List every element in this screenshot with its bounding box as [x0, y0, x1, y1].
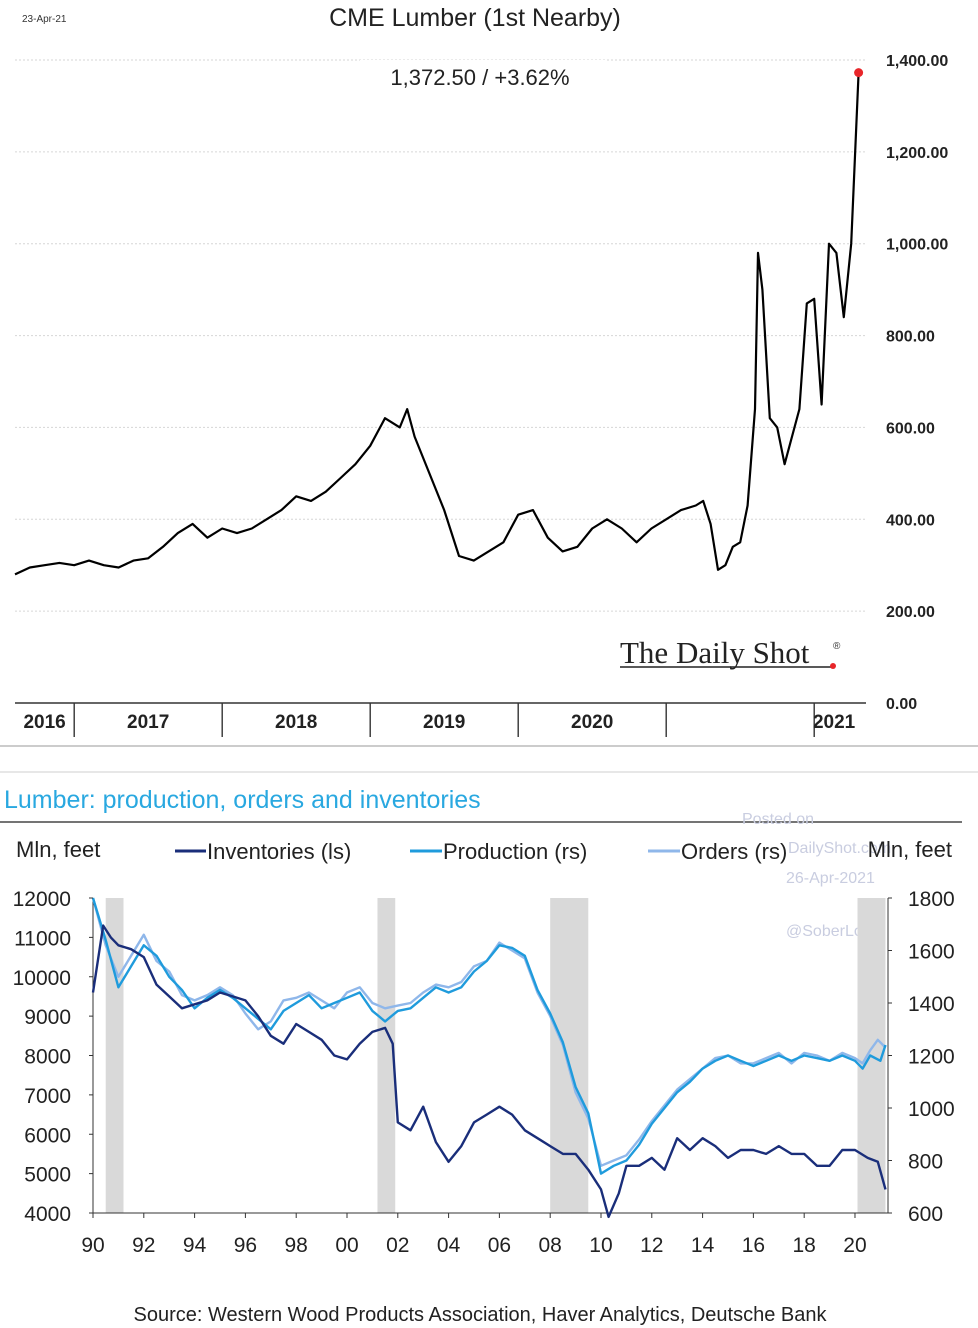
- y-tick-label: 600.00: [886, 420, 935, 437]
- watermark-line-2: DailyShot.com: [788, 840, 891, 857]
- x-tick-label: 90: [81, 1234, 104, 1257]
- legend-label-inventories: Inventories (ls): [207, 839, 351, 864]
- right-unit-label: Mln, feet: [868, 837, 952, 862]
- legend-item-production: Production (rs): [410, 839, 587, 864]
- left-tick-label: 8000: [24, 1046, 71, 1069]
- registered-mark: ®: [833, 641, 841, 652]
- x-tick-label: 08: [539, 1234, 562, 1257]
- x-tick-label: 02: [386, 1234, 409, 1257]
- top-chart: 23-Apr-21 CME Lumber (1st Nearby) 0.00 20…: [14, 4, 948, 737]
- legend-item-orders: Orders (rs): [648, 839, 787, 864]
- legend-label-orders: Orders (rs): [681, 839, 787, 864]
- bottom-x-axis: 90 92 94 96 98 00 02 04 06 08 10 12 14 16 18 20: [81, 1213, 867, 1257]
- watermark-line-3: 26-Apr-2021: [786, 870, 875, 887]
- x-tick-label: 06: [488, 1234, 511, 1257]
- y-tick-label: 800.00: [886, 329, 935, 346]
- top-x-axis: 2016 2017 2018 2019 2020 2021: [15, 702, 866, 737]
- right-tick-label: 1200: [908, 1046, 955, 1069]
- x-tick-label: 18: [793, 1234, 816, 1257]
- x-tick-label: 2018: [275, 712, 317, 733]
- x-tick-label: 2020: [571, 712, 613, 733]
- top-y-axis: 0.00 200.00 400.00 600.00 800.00 1,000.00 1,20…: [886, 53, 948, 713]
- wordmark-dot: [830, 663, 836, 669]
- bottom-chart-title: Lumber: production, orders and inventori…: [4, 786, 481, 814]
- y-tick-label: 1,000.00: [886, 237, 948, 254]
- daily-shot-wordmark: The Daily Shot: [620, 635, 810, 670]
- watermark-line-4: @SoberLook: [786, 923, 881, 940]
- x-tick-label: 10: [589, 1234, 612, 1257]
- watermark-line-1: Posted on: [742, 811, 814, 828]
- right-tick-label: 600: [908, 1203, 943, 1226]
- series-line-orders-rs: [91, 897, 887, 1168]
- bottom-plot-frame: [92, 898, 889, 1214]
- legend: Inventories (ls) Production (rs) Orders …: [175, 839, 787, 864]
- left-y-axis: 4000 5000 6000 7000 8000 9000 10000 11000 12000: [13, 888, 93, 1226]
- top-chart-title: CME Lumber (1st Nearby): [329, 4, 621, 32]
- left-tick-label: 9000: [24, 1006, 71, 1029]
- recession-band: [377, 898, 396, 1213]
- series-line-inventories-ls: [91, 924, 887, 1219]
- left-tick-label: 6000: [24, 1124, 71, 1147]
- right-tick-label: 1000: [908, 1098, 955, 1121]
- x-tick-label: 94: [183, 1234, 207, 1257]
- legend-label-production: Production (rs): [443, 839, 587, 864]
- top-gridlines: [15, 59, 866, 612]
- x-tick-label: 16: [742, 1234, 765, 1257]
- right-tick-label: 1800: [908, 888, 955, 911]
- source-note: Source: Western Wood Products Associatio…: [134, 1304, 828, 1326]
- lumber-price-line: [14, 72, 860, 576]
- left-tick-label: 10000: [13, 967, 71, 990]
- x-tick-label: 00: [335, 1234, 358, 1257]
- right-tick-label: 1600: [908, 941, 955, 964]
- left-tick-label: 5000: [24, 1164, 71, 1187]
- x-tick-label: 20: [843, 1234, 866, 1257]
- daily-shot-logo: The Daily Shot ®: [620, 635, 841, 670]
- right-y-axis: 600 800 1000 1200 1400 1600 1800: [888, 888, 955, 1226]
- y-tick-label: 200.00: [886, 604, 935, 621]
- x-tick-label: 14: [691, 1234, 715, 1257]
- left-tick-label: 7000: [24, 1085, 71, 1108]
- top-series-group: [14, 68, 864, 576]
- y-tick-label: 1,200.00: [886, 145, 948, 162]
- bottom-series-group: [91, 897, 887, 1219]
- left-tick-label: 4000: [24, 1203, 71, 1226]
- y-tick-label: 400.00: [886, 512, 935, 529]
- x-tick-label: 92: [132, 1234, 155, 1257]
- last-value-readout: 1,372.50 / +3.62%: [390, 65, 569, 90]
- left-tick-label: 12000: [13, 888, 71, 911]
- y-tick-label: 1,400.00: [886, 53, 948, 70]
- x-tick-label: 04: [437, 1234, 461, 1257]
- x-tick-label: 98: [285, 1234, 308, 1257]
- x-tick-label: 2016: [23, 712, 65, 733]
- series-line-production-rs: [91, 897, 887, 1175]
- recession-band: [550, 898, 589, 1213]
- date-stamp: 23-Apr-21: [22, 14, 67, 25]
- legend-item-inventories: Inventories (ls): [175, 839, 351, 864]
- x-tick-label: 12: [640, 1234, 663, 1257]
- x-tick-label: 96: [234, 1234, 257, 1257]
- x-tick-label: 2019: [423, 712, 465, 733]
- y-tick-label: 0.00: [886, 696, 917, 713]
- x-tick-label: 2017: [127, 712, 169, 733]
- watermark-posted: Posted on DailyShot.com 26-Apr-2021 @Sob…: [742, 811, 891, 940]
- x-tick-label: 2021: [813, 712, 856, 733]
- readout-backdrop: [360, 60, 605, 94]
- left-unit-label: Mln, feet: [16, 837, 100, 862]
- right-tick-label: 1400: [908, 993, 955, 1016]
- bottom-chart: Lumber: production, orders and inventori…: [0, 786, 962, 1326]
- right-tick-label: 800: [908, 1151, 943, 1174]
- left-tick-label: 11000: [14, 927, 71, 950]
- last-point-marker: [854, 68, 864, 78]
- recession-shading: [105, 898, 886, 1213]
